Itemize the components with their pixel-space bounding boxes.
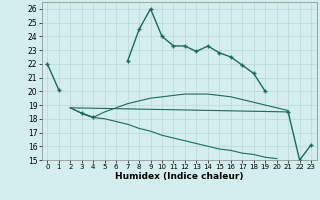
X-axis label: Humidex (Indice chaleur): Humidex (Indice chaleur) xyxy=(115,172,244,181)
